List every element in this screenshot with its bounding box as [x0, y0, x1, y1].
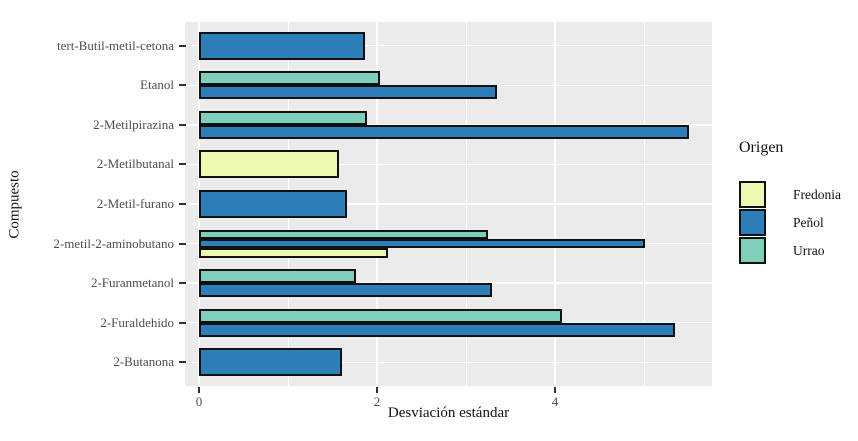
bar: [199, 85, 498, 100]
y-axis-tick: [179, 321, 186, 324]
gridline-horizontal: [185, 361, 712, 363]
legend-key-swatch: [739, 237, 766, 264]
x-axis-tick: [376, 387, 378, 393]
legend: Origen Fredonia Peñol Urrao: [739, 139, 841, 265]
bar: [199, 238, 645, 249]
y-axis-label: Etanol: [140, 77, 174, 93]
x-axis-tick: [198, 387, 200, 393]
legend-key-swatch: [739, 181, 766, 208]
legend-title: Origen: [739, 139, 784, 156]
y-axis-tick: [179, 242, 186, 245]
y-axis-label: 2-Furanmetanol: [90, 275, 174, 291]
y-axis-label: 2-Metilpirazina: [93, 116, 174, 132]
bar: [199, 322, 676, 337]
legend-items: Fredonia Peñol Urrao: [739, 181, 841, 264]
y-axis-tick: [179, 282, 186, 285]
x-axis-tick: [554, 387, 556, 393]
legend-item-label: Fredonia: [793, 186, 841, 202]
gridline-vertical-major: [554, 22, 556, 386]
y-axis-tick: [179, 44, 186, 47]
y-axis-label: tert-Butil-metil-cetona: [57, 37, 174, 53]
bar: [199, 110, 368, 125]
bar: [199, 283, 492, 298]
bar: [199, 308, 563, 323]
legend-item-label: Urrao: [793, 242, 825, 258]
bar: [199, 31, 366, 60]
y-axis-label: 2-Furaldehido: [100, 314, 174, 330]
bar: [199, 124, 689, 139]
y-axis-tick: [179, 203, 186, 205]
gridline-vertical-minor: [465, 22, 467, 386]
y-axis-label: 2-metil-2-aminobutano: [53, 235, 174, 251]
x-axis-title: Desviación estándar: [387, 405, 510, 421]
bar: [199, 71, 380, 86]
legend-item: Urrao: [739, 237, 841, 264]
gridline-vertical-major: [376, 22, 378, 386]
y-axis-tick: [179, 361, 186, 364]
legend-item: Fredonia: [739, 181, 841, 208]
legend-key-swatch: [739, 209, 766, 236]
x-axis-tick-label: 2: [373, 394, 381, 409]
x-axis-tick-label: 4: [551, 394, 559, 409]
gridline-vertical-minor: [643, 22, 645, 386]
gridline-vertical-major: [198, 22, 200, 386]
y-axis-label: 2-Butanona: [113, 354, 174, 370]
bar: [199, 150, 339, 179]
bar: [199, 248, 388, 258]
y-axis-label: 2-Metil-furano: [96, 196, 174, 211]
legend-item: Peñol: [739, 209, 841, 236]
gridline-horizontal: [185, 203, 712, 205]
gridline-horizontal: [185, 163, 712, 166]
y-axis-label: 2-Metilbutanal: [96, 156, 174, 172]
gridline-horizontal: [185, 44, 712, 47]
x-axis-tick-label: 0: [195, 394, 203, 409]
bar: [199, 190, 347, 218]
bar: [199, 348, 343, 377]
bar: [199, 269, 356, 284]
legend-item-label: Peñol: [793, 214, 824, 230]
y-axis-tick: [179, 163, 186, 166]
y-axis-tick: [179, 123, 186, 126]
bar: [199, 229, 489, 239]
y-axis-tick: [179, 84, 186, 87]
plot-panel: [185, 22, 712, 386]
